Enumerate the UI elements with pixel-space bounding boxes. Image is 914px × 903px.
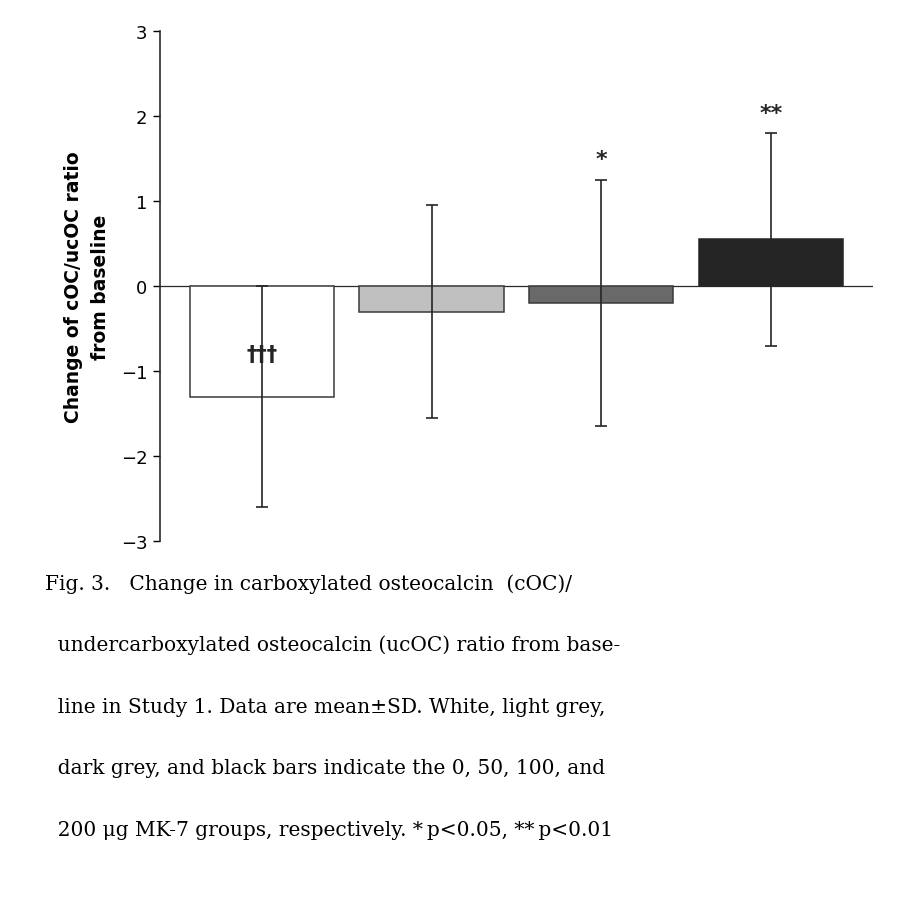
Bar bbox=[359, 287, 504, 312]
Y-axis label: Change of cOC/ucOC ratio
from baseline: Change of cOC/ucOC ratio from baseline bbox=[64, 151, 110, 423]
Bar bbox=[699, 240, 844, 287]
Text: †††: ††† bbox=[246, 345, 277, 365]
Bar bbox=[529, 287, 674, 303]
Text: 200 μg MK-7 groups, respectively. * p<0.05, ** p<0.01: 200 μg MK-7 groups, respectively. * p<0.… bbox=[45, 821, 613, 840]
Bar bbox=[189, 287, 334, 397]
Text: line in Study 1. Data are mean±SD. White, light grey,: line in Study 1. Data are mean±SD. White… bbox=[45, 697, 606, 716]
Text: dark grey, and black bars indicate the 0, 50, 100, and: dark grey, and black bars indicate the 0… bbox=[45, 759, 605, 777]
Text: **: ** bbox=[760, 104, 782, 124]
Text: *: * bbox=[595, 150, 607, 170]
Text: undercarboxylated osteocalcin (ucOC) ratio from base-: undercarboxylated osteocalcin (ucOC) rat… bbox=[45, 635, 621, 655]
Text: Fig. 3.   Change in carboxylated osteocalcin  (cOC)/: Fig. 3. Change in carboxylated osteocalc… bbox=[45, 573, 572, 593]
